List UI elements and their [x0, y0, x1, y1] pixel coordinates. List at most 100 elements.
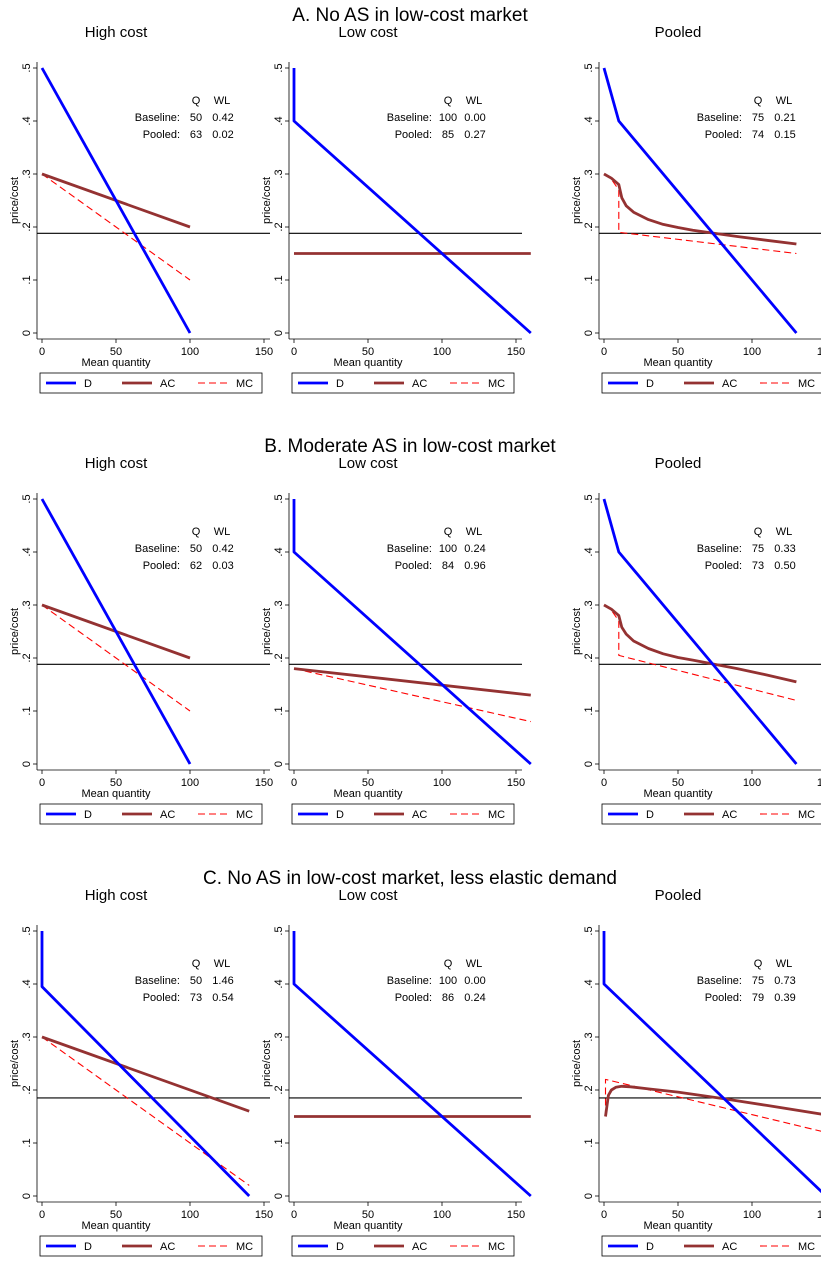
- x-tick-label: 50: [110, 346, 122, 358]
- stats-row-label: Pooled:: [705, 560, 742, 572]
- stats-row-wl: 0.50: [774, 560, 795, 572]
- stats-row-label: Pooled:: [395, 129, 432, 141]
- x-axis-label: Mean quantity: [81, 357, 151, 369]
- series-ac-line: [603, 172, 797, 246]
- y-tick-label: .2: [273, 222, 285, 231]
- series-d-line: [292, 68, 532, 335]
- y-tick-label: 0: [21, 330, 33, 336]
- stats-header-q: Q: [444, 958, 453, 970]
- stats-row-q: 63: [190, 129, 202, 141]
- x-axis-label: Mean quantity: [333, 788, 403, 800]
- x-tick-label: 150: [507, 777, 525, 789]
- y-tick-label: .5: [583, 926, 595, 935]
- x-tick-label: 150: [255, 777, 273, 789]
- stats-row-label: Baseline:: [387, 975, 432, 987]
- stats-row-label: Baseline:: [697, 975, 742, 987]
- series-d-line: [40, 67, 192, 334]
- stats-row-q: 74: [752, 129, 764, 141]
- panel-pooled: Pooled 0 .1 .2 .3 .4 .5 price/cost 0 50 100 150 Mean…: [571, 24, 821, 394]
- panel-title: Low cost: [338, 887, 398, 904]
- x-axis-label: Mean quantity: [643, 1220, 713, 1232]
- stats-row-label: Pooled:: [143, 560, 180, 572]
- group-title: B. Moderate AS in low-cost market: [264, 436, 556, 457]
- y-axis-label: price/cost: [261, 177, 273, 224]
- stats-row-wl: 0.27: [464, 129, 485, 141]
- y-tick-label: 0: [21, 1193, 33, 1199]
- y-tick-label: .5: [583, 494, 595, 503]
- stats-row-wl: 0.24: [464, 992, 485, 1004]
- panel-title: Pooled: [655, 24, 702, 41]
- panel-title: Pooled: [655, 887, 702, 904]
- series-mc-line: [604, 1078, 821, 1132]
- y-axis-label: price/cost: [261, 1040, 273, 1087]
- legend-label-d: D: [336, 809, 344, 821]
- x-tick-label: 0: [601, 777, 607, 789]
- x-tick-label: 150: [255, 1209, 273, 1221]
- stats-row-label: Baseline:: [135, 975, 180, 987]
- stats-header-q: Q: [444, 95, 453, 107]
- x-tick-label: 150: [255, 346, 273, 358]
- stats-row-wl: 0.03: [212, 560, 233, 572]
- x-tick-label: 50: [672, 346, 684, 358]
- y-tick-label: 0: [583, 761, 595, 767]
- y-tick-label: .2: [583, 1085, 595, 1094]
- stats-row-label: Pooled:: [395, 992, 432, 1004]
- x-tick-label: 150: [507, 1209, 525, 1221]
- x-tick-label: 50: [672, 777, 684, 789]
- stats-row-wl: 0.00: [464, 112, 485, 124]
- legend-label-ac: AC: [722, 1241, 737, 1253]
- stats-row-q: 75: [752, 543, 764, 555]
- y-tick-label: .3: [583, 600, 595, 609]
- panel-title: High cost: [85, 24, 148, 41]
- stats-row-q: 62: [190, 560, 202, 572]
- y-tick-label: .5: [273, 926, 285, 935]
- x-axis-label: Mean quantity: [333, 1220, 403, 1232]
- y-tick-label: .1: [273, 706, 285, 715]
- stats-row-wl: 0.73: [774, 975, 795, 987]
- stats-header-wl: WL: [466, 526, 483, 538]
- legend-label-ac: AC: [412, 1241, 427, 1253]
- y-tick-label: .4: [273, 979, 285, 988]
- x-tick-label: 0: [39, 777, 45, 789]
- stats-header-wl: WL: [466, 95, 483, 107]
- legend-label-mc: MC: [236, 809, 253, 821]
- stats-row-q: 86: [442, 992, 454, 1004]
- panel-group-a: A. No AS in low-cost market High cost 0 .1.…: [9, 5, 821, 394]
- y-tick-label: .2: [583, 222, 595, 231]
- stats-row-wl: 0.21: [774, 112, 795, 124]
- stats-header-wl: WL: [214, 958, 231, 970]
- x-tick-label: 50: [362, 777, 374, 789]
- x-tick-label: 100: [181, 346, 199, 358]
- y-tick-label: .3: [273, 1032, 285, 1041]
- legend-label-ac: AC: [412, 378, 427, 390]
- panel-low-cost: Low cost 0 .1 .2 .3 .4 .5 price/cost 0 50 100 150 Me…: [261, 887, 532, 1257]
- series-d-line: [602, 67, 798, 334]
- series-mc-line: [41, 173, 191, 281]
- x-axis-label: Mean quantity: [81, 1220, 151, 1232]
- y-tick-label: 0: [273, 1193, 285, 1199]
- y-tick-label: .2: [583, 653, 595, 662]
- panel-low-cost: Low cost 0 .1 .2 .3 .4 .5 price/cost 0 50 100 150 Me…: [261, 455, 532, 825]
- y-tick-label: .2: [21, 222, 33, 231]
- x-tick-label: 100: [433, 1209, 451, 1221]
- y-tick-label: .4: [583, 116, 595, 125]
- legend-label-mc: MC: [236, 1241, 253, 1253]
- stats-row-wl: 0.00: [464, 975, 485, 987]
- stats-row-wl: 0.96: [464, 560, 485, 572]
- series-d-line: [602, 931, 821, 1194]
- x-tick-label: 0: [601, 1209, 607, 1221]
- stats-header-wl: WL: [214, 95, 231, 107]
- x-tick-label: 0: [39, 346, 45, 358]
- y-tick-label: .2: [21, 1085, 33, 1094]
- stats-header-wl: WL: [776, 95, 793, 107]
- y-tick-label: .1: [273, 1138, 285, 1147]
- y-axis-label: price/cost: [9, 1040, 21, 1087]
- group-title: C. No AS in low-cost market, less elasti…: [203, 868, 617, 889]
- series-mc-line: [603, 604, 797, 701]
- y-tick-label: .3: [21, 169, 33, 178]
- stats-row-label: Pooled:: [705, 992, 742, 1004]
- stats-row-label: Pooled:: [705, 129, 742, 141]
- stats-row-label: Baseline:: [387, 543, 432, 555]
- y-tick-label: .3: [583, 1032, 595, 1041]
